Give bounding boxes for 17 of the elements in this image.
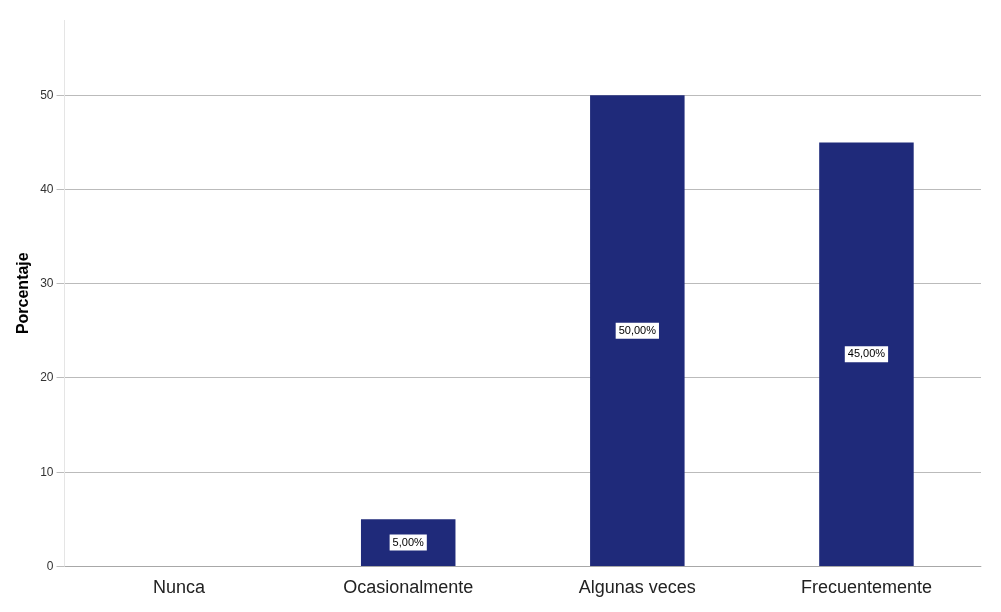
- x-tick-label: Frecuentemente: [800, 577, 932, 598]
- x-tick-label: Algunas veces: [578, 577, 696, 598]
- y-tick-label: 0: [46, 558, 54, 573]
- y-axis-title: Porcentaje: [14, 252, 32, 335]
- x-tick-label: Nunca: [153, 577, 207, 598]
- y-tick-label: 30: [40, 276, 54, 291]
- y-tick-label: 10: [40, 464, 54, 479]
- bar: [590, 95, 685, 566]
- data-label: 45,00%: [847, 347, 886, 360]
- data-label: 5,00%: [392, 535, 425, 548]
- y-tick-label: 20: [40, 370, 54, 385]
- bar: [360, 519, 456, 566]
- bar: [819, 142, 914, 566]
- y-tick-label: 40: [40, 181, 54, 196]
- x-tick-label: Ocasionalmente: [343, 577, 474, 598]
- data-label: 50,00%: [618, 323, 657, 336]
- y-tick-label: 50: [40, 87, 54, 102]
